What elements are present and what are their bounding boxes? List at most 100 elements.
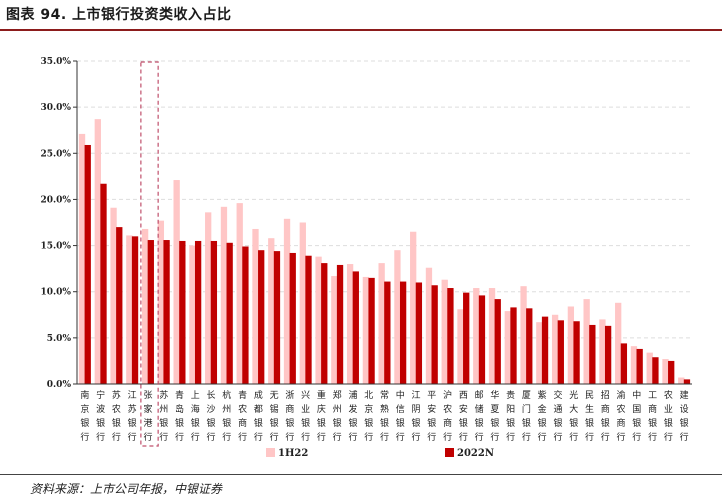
category-label-char: 成 xyxy=(254,389,263,401)
bar-2022n-1 xyxy=(84,144,91,384)
legend-label-2022n: 2022N xyxy=(457,448,494,459)
bar-2022n-25 xyxy=(463,292,470,384)
category-label-char: 沪 xyxy=(443,389,452,401)
category-label-char: 行 xyxy=(680,431,689,443)
bar-1h22-22 xyxy=(410,231,417,384)
category-label-char: 重 xyxy=(317,389,326,401)
bar-1h22-9 xyxy=(205,212,212,384)
bar-1h22-23 xyxy=(425,267,433,384)
bar-1h22-18 xyxy=(346,264,354,384)
category-label-char: 行 xyxy=(601,431,610,443)
bar-2022n-32 xyxy=(573,321,580,384)
category-label-char: 兴 xyxy=(301,390,310,401)
category-label-char: 商 xyxy=(617,417,626,429)
bar-1h22-11 xyxy=(236,203,243,384)
bar-1h22-38 xyxy=(662,359,669,384)
category-label-char: 阴 xyxy=(412,404,421,415)
category-label-char: 建 xyxy=(680,389,689,401)
category-label-char: 工 xyxy=(648,391,657,401)
category-label-char: 行 xyxy=(143,431,152,443)
category-label-char: 行 xyxy=(553,431,562,443)
bar-2022n-3 xyxy=(116,227,123,384)
bar-1h22-4 xyxy=(126,235,133,384)
category-label-char: 苏 xyxy=(112,389,121,401)
bar-2022n-29 xyxy=(526,308,533,384)
bar-2022n-19 xyxy=(368,277,375,384)
bar-1h22-31 xyxy=(551,314,559,384)
bar-2022n-17 xyxy=(336,264,344,384)
source-rule xyxy=(0,474,722,475)
category-label-char: 通 xyxy=(553,404,562,415)
category-label-char: 商 xyxy=(238,417,247,429)
bar-1h22-20 xyxy=(378,263,385,384)
category-label-char: 无 xyxy=(270,390,279,401)
category-label-char: 行 xyxy=(632,431,641,443)
category-label-char: 行 xyxy=(396,431,405,443)
category-label-char: 行 xyxy=(222,431,231,443)
category-label-char: 行 xyxy=(159,431,168,443)
category-label-char: 行 xyxy=(459,431,468,443)
category-label-char: 夏 xyxy=(490,404,499,415)
category-label-char: 信 xyxy=(396,403,405,415)
category-label-char: 行 xyxy=(112,431,121,443)
category-label-char: 银 xyxy=(490,417,499,429)
bar-1h22-17 xyxy=(331,276,338,384)
category-label-char: 南 xyxy=(80,389,89,401)
bar-2022n-6 xyxy=(163,240,170,384)
category-label-char: 大 xyxy=(569,403,578,415)
category-label-char: 华 xyxy=(490,389,499,401)
category-label-char: 设 xyxy=(680,404,689,415)
category-label-char: 银 xyxy=(207,417,216,429)
y-tick-label: 5.0% xyxy=(47,334,72,344)
category-label-char: 业 xyxy=(301,404,310,415)
bar-1h22-25 xyxy=(457,309,464,384)
bar-2022n-30 xyxy=(541,316,549,384)
category-label-char: 常 xyxy=(380,389,389,401)
category-label-char: 行 xyxy=(443,431,452,443)
bar-2022n-31 xyxy=(557,320,564,384)
category-label-char: 农 xyxy=(443,403,452,415)
category-label-char: 民 xyxy=(585,390,594,401)
bar-1h22-1 xyxy=(78,133,86,384)
bar-1h22-15 xyxy=(299,222,306,384)
bar-2022n-9 xyxy=(210,240,218,384)
legend-swatch-1h22 xyxy=(266,448,275,457)
category-label-char: 州 xyxy=(222,404,231,415)
category-label-char: 发 xyxy=(348,403,357,415)
category-label-char: 行 xyxy=(380,431,389,443)
category-label-char: 海 xyxy=(191,403,200,415)
category-label-char: 银 xyxy=(412,417,421,429)
category-label-char: 银 xyxy=(632,417,641,429)
category-label-char: 京 xyxy=(364,403,373,415)
bar-2022n-39 xyxy=(683,379,691,384)
bar-1h22-21 xyxy=(394,250,401,384)
axes xyxy=(76,61,692,385)
category-label-char: 平 xyxy=(427,390,436,401)
bar-2022n-7 xyxy=(179,240,186,384)
bar-2022n-22 xyxy=(415,282,423,384)
category-label-char: 农 xyxy=(664,389,673,401)
category-label-char: 行 xyxy=(348,431,357,443)
category-label-char: 交 xyxy=(553,389,562,401)
category-label-char: 行 xyxy=(412,431,421,443)
bar-1h22-6 xyxy=(157,220,165,384)
category-label-char: 浦 xyxy=(348,389,357,401)
category-label-char: 银 xyxy=(585,417,594,429)
bar-1h22-10 xyxy=(220,206,228,384)
figure-title: 图表 94. 上市银行投资类收入占比 xyxy=(6,7,232,23)
bar-2022n-11 xyxy=(242,246,249,384)
category-label-char: 行 xyxy=(648,431,657,443)
category-label-char: 银 xyxy=(301,417,310,429)
category-label-char: 银 xyxy=(396,417,405,429)
category-label-char: 银 xyxy=(80,417,89,429)
highlight-box xyxy=(140,61,159,447)
category-label-char: 行 xyxy=(254,431,263,443)
category-label-char: 张 xyxy=(143,390,152,401)
y-tick-label: 25.0% xyxy=(41,149,72,159)
bar-1h22-39 xyxy=(678,377,685,384)
category-label-char: 行 xyxy=(475,431,484,443)
bar-1h22-12 xyxy=(252,228,259,384)
category-label-char: 安 xyxy=(459,403,468,415)
bar-1h22-3 xyxy=(110,207,117,384)
category-label-char: 郑 xyxy=(333,389,342,401)
